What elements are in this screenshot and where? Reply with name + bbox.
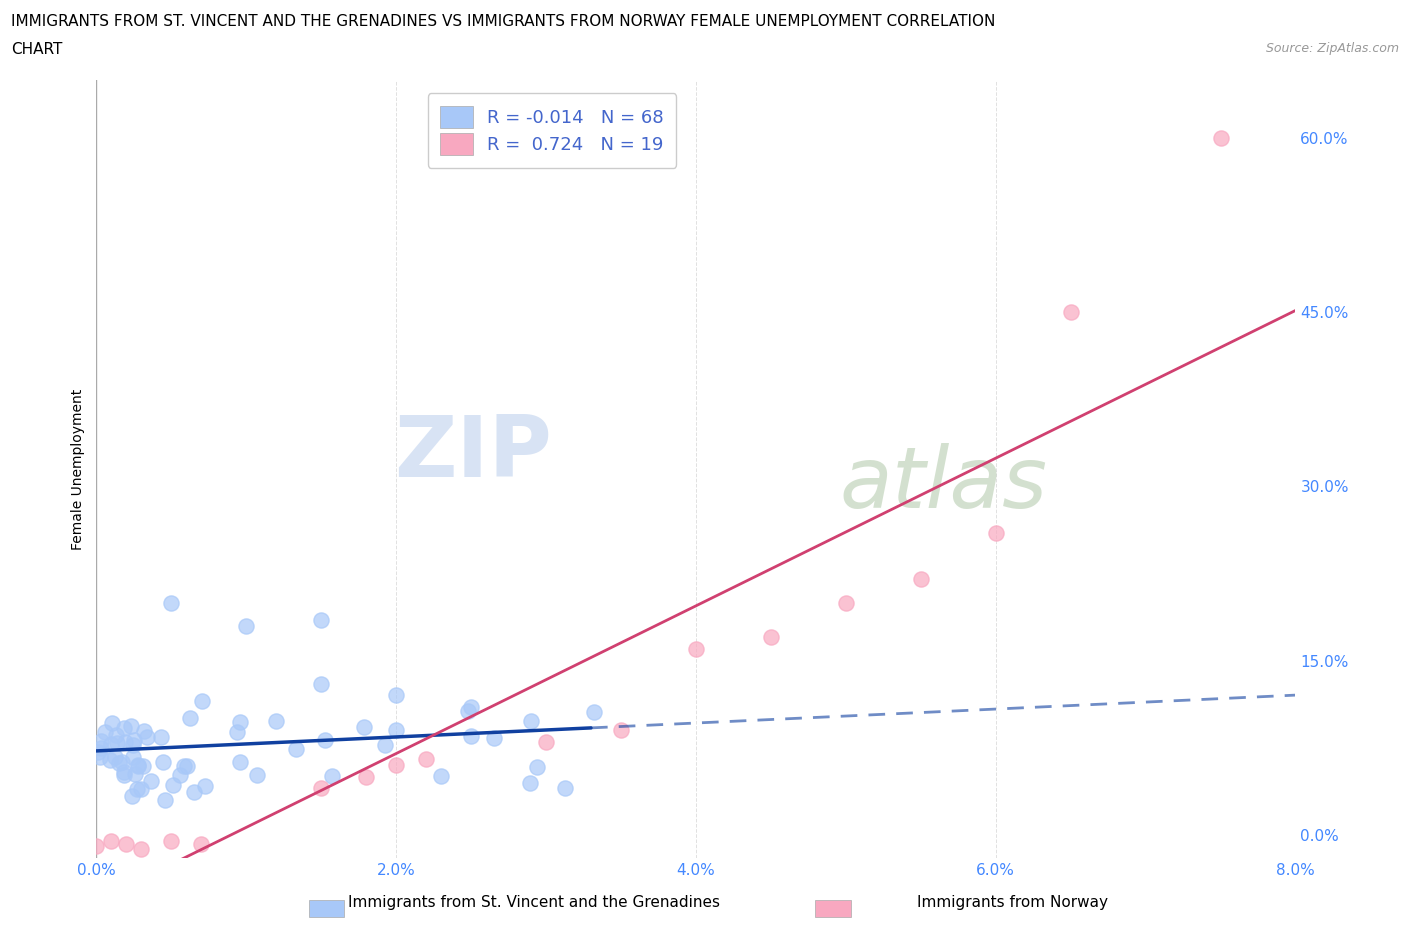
Point bbox=[353, 720, 375, 735]
Point bbox=[309, 781, 332, 796]
Text: Immigrants from St. Vincent and the Grenadines: Immigrants from St. Vincent and the Gren… bbox=[349, 895, 720, 910]
Point bbox=[520, 713, 543, 728]
Point bbox=[1059, 305, 1081, 320]
Text: ZIP: ZIP bbox=[394, 412, 553, 495]
Point bbox=[101, 716, 124, 731]
Point bbox=[124, 766, 146, 781]
Point bbox=[132, 758, 155, 773]
Point bbox=[169, 767, 191, 782]
Point bbox=[112, 721, 135, 736]
Point bbox=[127, 759, 149, 774]
Point bbox=[104, 750, 127, 764]
Point bbox=[94, 724, 117, 739]
Point bbox=[127, 758, 149, 773]
Point bbox=[582, 705, 605, 720]
Point bbox=[125, 781, 148, 796]
Text: Source: ZipAtlas.com: Source: ZipAtlas.com bbox=[1265, 42, 1399, 55]
Point bbox=[111, 755, 134, 770]
Point bbox=[115, 837, 138, 852]
Point bbox=[554, 780, 576, 795]
Point bbox=[98, 753, 121, 768]
Point bbox=[309, 613, 332, 628]
Point bbox=[160, 595, 183, 610]
Text: IMMIGRANTS FROM ST. VINCENT AND THE GRENADINES VS IMMIGRANTS FROM NORWAY FEMALE : IMMIGRANTS FROM ST. VINCENT AND THE GREN… bbox=[11, 14, 995, 29]
Point bbox=[100, 833, 122, 848]
Point bbox=[149, 729, 172, 744]
Point bbox=[183, 785, 205, 800]
Point bbox=[835, 595, 858, 610]
Point bbox=[100, 737, 122, 751]
Point bbox=[90, 741, 112, 756]
Point bbox=[104, 728, 127, 743]
Point bbox=[160, 833, 183, 848]
Point bbox=[374, 737, 396, 752]
Point bbox=[141, 774, 163, 789]
Point bbox=[526, 760, 548, 775]
Point bbox=[246, 767, 269, 782]
Point bbox=[121, 750, 143, 764]
Point bbox=[430, 768, 453, 783]
Point bbox=[194, 779, 217, 794]
Point bbox=[460, 728, 482, 743]
Point bbox=[264, 714, 287, 729]
Point bbox=[87, 744, 110, 759]
Point bbox=[122, 732, 145, 747]
Point bbox=[89, 750, 111, 764]
Point bbox=[121, 788, 143, 803]
Point bbox=[314, 732, 336, 747]
Text: Immigrants from Norway: Immigrants from Norway bbox=[917, 895, 1108, 910]
Point bbox=[179, 711, 201, 725]
Point bbox=[354, 769, 377, 784]
Point bbox=[415, 751, 437, 766]
Point bbox=[162, 777, 184, 792]
Point bbox=[190, 837, 212, 852]
Point bbox=[610, 723, 633, 737]
Point bbox=[309, 676, 332, 691]
Point bbox=[191, 694, 214, 709]
Point bbox=[112, 768, 135, 783]
Point bbox=[685, 642, 707, 657]
Point bbox=[105, 736, 128, 751]
Point bbox=[229, 754, 252, 769]
Point bbox=[321, 769, 343, 784]
Point bbox=[229, 715, 252, 730]
Text: atlas: atlas bbox=[839, 443, 1047, 526]
Point bbox=[1209, 131, 1232, 146]
Point bbox=[482, 731, 505, 746]
Point bbox=[984, 525, 1007, 540]
Legend: R = -0.014   N = 68, R =  0.724   N = 19: R = -0.014 N = 68, R = 0.724 N = 19 bbox=[427, 93, 676, 167]
Point bbox=[129, 782, 152, 797]
Point bbox=[152, 755, 174, 770]
Point bbox=[90, 734, 112, 749]
Point bbox=[122, 737, 145, 752]
Point bbox=[457, 704, 479, 719]
Point bbox=[460, 699, 482, 714]
Point bbox=[153, 792, 176, 807]
Point bbox=[173, 759, 195, 774]
Point bbox=[86, 839, 108, 854]
Y-axis label: Female Unemployment: Female Unemployment bbox=[72, 389, 86, 550]
Point bbox=[385, 758, 408, 773]
Point bbox=[132, 724, 155, 738]
Point bbox=[235, 618, 257, 633]
Point bbox=[176, 759, 198, 774]
Text: CHART: CHART bbox=[11, 42, 63, 57]
Point bbox=[136, 729, 159, 744]
Point bbox=[385, 688, 408, 703]
Point bbox=[114, 735, 136, 750]
Point bbox=[108, 756, 131, 771]
Point bbox=[226, 724, 249, 739]
Point bbox=[910, 572, 932, 587]
Point bbox=[534, 735, 557, 750]
Point bbox=[759, 630, 782, 644]
Point bbox=[284, 742, 307, 757]
Point bbox=[120, 719, 142, 734]
Point bbox=[112, 764, 135, 779]
Point bbox=[131, 842, 153, 857]
Point bbox=[519, 776, 541, 790]
Point bbox=[385, 723, 408, 737]
